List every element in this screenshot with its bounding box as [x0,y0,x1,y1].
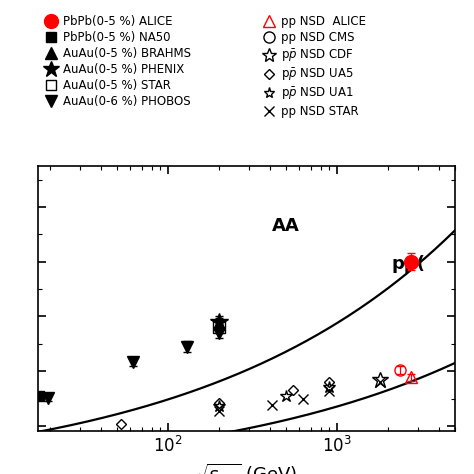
Text: pp(: pp( [392,255,425,273]
X-axis label: $\sqrt{s_{NN}}$ (GeV): $\sqrt{s_{NN}}$ (GeV) [196,462,297,474]
Legend: pp NSD  ALICE, pp NSD CMS, p$\bar{p}$ NSD CDF, p$\bar{p}$ NSD UA5, p$\bar{p}$ NS: pp NSD ALICE, pp NSD CMS, p$\bar{p}$ NSD… [257,10,371,123]
Text: AA: AA [272,217,300,235]
Legend: PbPb(0-5 %) ALICE, PbPb(0-5 %) NA50, AuAu(0-5 %) BRAHMS, AuAu(0-5 %) PHENIX, AuA: PbPb(0-5 %) ALICE, PbPb(0-5 %) NA50, AuA… [39,10,195,113]
